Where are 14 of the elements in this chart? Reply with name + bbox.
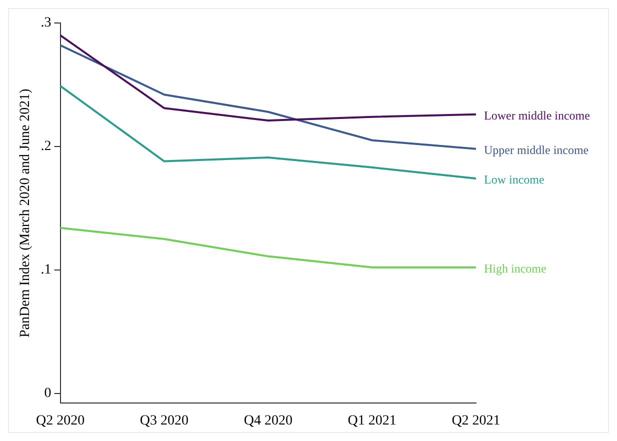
x-tick-label: Q1 2021: [348, 413, 396, 428]
x-tick-label: Q3 2020: [140, 413, 189, 428]
y-tick-label: .2: [40, 139, 52, 154]
y-tick-label: .3: [40, 16, 52, 31]
x-tick-label: Q4 2020: [244, 413, 292, 428]
y-tick-label: .1: [40, 262, 52, 278]
x-tick-label: Q2 2020: [36, 413, 85, 428]
series-label: Upper middle income: [484, 143, 589, 158]
y-axis-title: PanDem Index (March 2020 and June 2021): [18, 88, 34, 338]
series-label: High income: [484, 262, 546, 276]
x-tick-label: Q2 2021: [452, 413, 500, 428]
series-label: Low income: [484, 172, 544, 187]
series-label: Lower middle income: [484, 108, 590, 123]
y-tick-label: 0: [44, 386, 52, 401]
